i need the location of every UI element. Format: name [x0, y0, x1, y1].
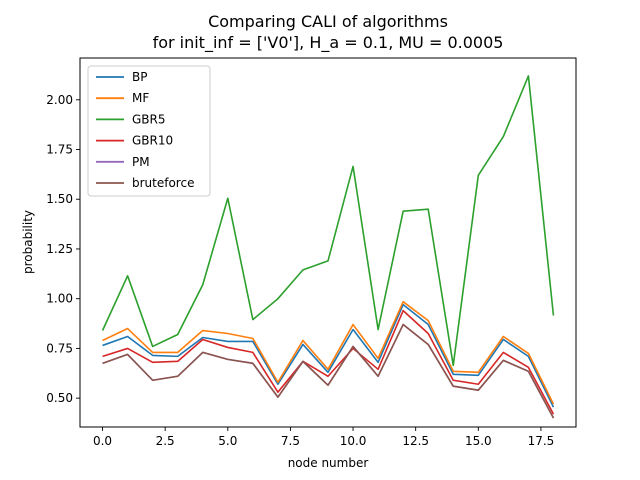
- series-line-gbr5: [101, 75, 555, 367]
- plot-lines: [101, 75, 555, 419]
- series-line-bp: [102, 303, 555, 408]
- y-tick-label: 0.75: [46, 341, 73, 355]
- legend: BP MF GBR5 GBR10 PM bruteforce: [87, 65, 211, 197]
- plot-area-frame: [79, 57, 577, 428]
- legend-label: BP: [132, 70, 147, 84]
- series-line-mf: [102, 300, 555, 405]
- y-tick-label: 1.25: [46, 242, 73, 256]
- y-tick-label: 1.50: [46, 192, 73, 206]
- x-axis: 0.0 2.5 5.0 7.5 10.0 12.5 15.0 17.5: [93, 427, 554, 448]
- legend-label: PM: [132, 155, 150, 169]
- series-line-bruteforce: [102, 323, 555, 419]
- chart-title-line2: for init_inf = ['V0'], H_a = 0.1, MU = 0…: [153, 33, 504, 53]
- x-tick-label: 0.0: [93, 434, 112, 448]
- legend-item-bruteforce: bruteforce: [96, 176, 194, 190]
- x-tick-label: 2.5: [156, 434, 175, 448]
- legend-label: GBR5: [132, 112, 166, 126]
- x-tick-label: 12.5: [402, 434, 429, 448]
- x-tick-label: 7.5: [281, 434, 300, 448]
- y-tick-label: 0.50: [46, 391, 73, 405]
- y-tick-label: 1.00: [46, 292, 73, 306]
- y-tick-label: 1.75: [46, 143, 73, 157]
- legend-item-mf: MF: [96, 91, 149, 105]
- chart-title-line1: Comparing CALI of algorithms: [208, 12, 448, 31]
- legend-item-bp: BP: [96, 70, 147, 84]
- x-tick-label: 5.0: [218, 434, 237, 448]
- x-tick-label: 17.5: [528, 434, 555, 448]
- y-axis-label: probability: [21, 210, 35, 274]
- legend-label: MF: [132, 91, 149, 105]
- y-tick-label: 2.00: [46, 93, 73, 107]
- legend-item-gbr10: GBR10: [96, 134, 173, 148]
- legend-item-pm: PM: [96, 155, 150, 169]
- legend-label: bruteforce: [132, 176, 194, 190]
- x-tick-label: 15.0: [465, 434, 492, 448]
- series-line-gbr10: [102, 309, 555, 415]
- x-tick-label: 10.0: [340, 434, 367, 448]
- legend-item-gbr5: GBR5: [96, 112, 166, 126]
- y-axis: 0.50 0.75 1.00 1.25 1.50 1.75 2.00: [46, 93, 80, 405]
- x-axis-label: node number: [288, 456, 369, 470]
- legend-label: GBR10: [132, 134, 173, 148]
